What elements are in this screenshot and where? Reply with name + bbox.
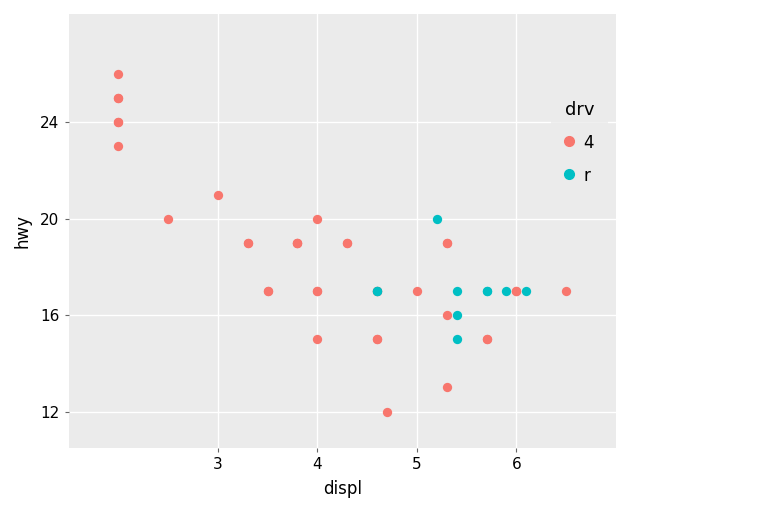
Point: [311, 335, 323, 344]
Point: [291, 239, 303, 247]
Point: [480, 287, 492, 295]
Point: [112, 118, 124, 126]
Point: [451, 287, 463, 295]
Point: [500, 287, 512, 295]
X-axis label: displ: displ: [323, 480, 362, 498]
Point: [441, 239, 453, 247]
Point: [371, 335, 383, 344]
Point: [112, 94, 124, 102]
Point: [112, 118, 124, 126]
Point: [261, 287, 273, 295]
Point: [480, 335, 492, 344]
Point: [291, 239, 303, 247]
Legend: 4, r: 4, r: [551, 88, 607, 198]
Point: [510, 287, 522, 295]
Point: [311, 287, 323, 295]
Point: [441, 311, 453, 319]
Point: [381, 408, 393, 416]
Point: [242, 239, 254, 247]
Point: [112, 142, 124, 151]
Point: [371, 287, 383, 295]
Point: [520, 287, 532, 295]
Point: [510, 287, 522, 295]
Point: [371, 287, 383, 295]
Point: [311, 215, 323, 223]
Point: [112, 94, 124, 102]
Point: [341, 239, 353, 247]
Point: [441, 383, 453, 392]
Point: [261, 287, 273, 295]
Point: [480, 335, 492, 344]
Point: [291, 239, 303, 247]
Point: [242, 239, 254, 247]
Point: [451, 311, 463, 319]
Point: [341, 239, 353, 247]
Point: [451, 335, 463, 344]
Y-axis label: hwy: hwy: [14, 214, 32, 248]
Point: [311, 287, 323, 295]
Point: [441, 239, 453, 247]
Point: [212, 190, 224, 199]
Point: [480, 287, 492, 295]
Point: [371, 287, 383, 295]
Point: [162, 215, 174, 223]
Point: [371, 335, 383, 344]
Point: [411, 287, 423, 295]
Point: [560, 287, 572, 295]
Point: [112, 70, 124, 78]
Point: [371, 287, 383, 295]
Point: [431, 215, 443, 223]
